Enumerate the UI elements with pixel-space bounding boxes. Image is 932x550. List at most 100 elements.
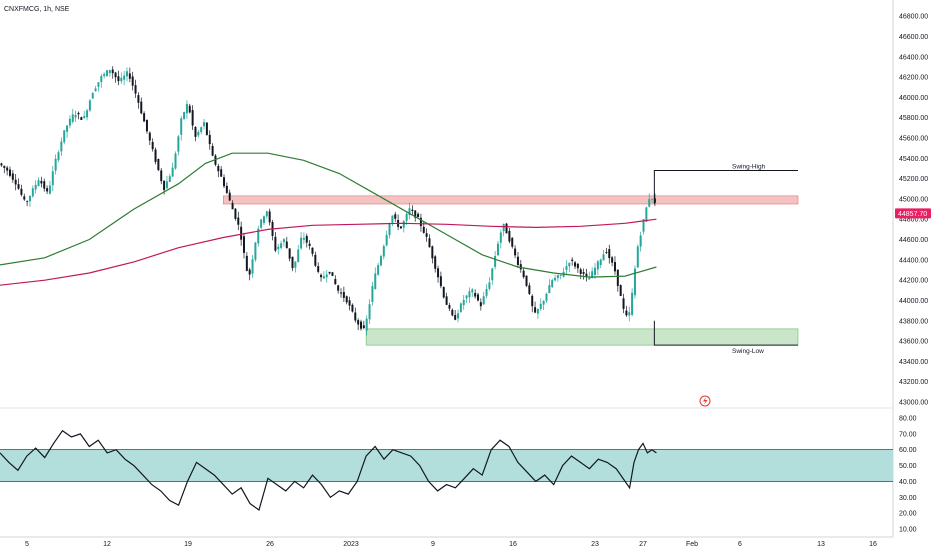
rsi-band: [0, 449, 893, 482]
candle-body: [248, 269, 251, 275]
time-tick-label: 26: [266, 541, 274, 548]
candle-body: [602, 254, 605, 261]
candle-body: [548, 285, 551, 294]
candle-body: [262, 216, 265, 223]
candle-body: [505, 223, 508, 234]
candle-body: [23, 196, 26, 200]
candle-body: [106, 70, 109, 77]
candle-body: [117, 76, 120, 82]
candle-body: [211, 145, 214, 156]
rsi-tick-label: 50.00: [899, 463, 917, 470]
lightning-icon[interactable]: [699, 395, 711, 407]
candle-body: [565, 266, 568, 270]
candle-body: [465, 295, 468, 299]
candle-body: [165, 181, 168, 189]
candle-body: [539, 303, 542, 309]
candle-body: [536, 308, 539, 314]
candle-body: [459, 303, 462, 312]
candle-body: [317, 266, 320, 272]
candle-body: [571, 259, 574, 261]
candle-body: [28, 195, 31, 202]
candle-body: [651, 198, 654, 200]
candle-body: [60, 141, 63, 152]
candle-body: [374, 273, 377, 289]
price-tick-label: 43200.00: [899, 379, 928, 386]
price-tick-label: 46400.00: [899, 54, 928, 61]
candle-body: [399, 226, 402, 229]
candle-body: [3, 165, 6, 168]
candle-body: [314, 254, 317, 266]
candle-body: [14, 179, 17, 185]
candle-body: [83, 115, 86, 118]
candle-body: [308, 243, 311, 246]
slow-moving-average-line: [0, 218, 657, 286]
candle-body: [91, 93, 94, 99]
rsi-tick-label: 60.00: [899, 447, 917, 454]
candle-body: [357, 320, 360, 325]
candle-body: [20, 188, 23, 195]
candle-body: [605, 251, 608, 253]
candle-body: [68, 118, 71, 126]
candle-body: [457, 313, 460, 319]
current-price-value: 44857.70: [898, 211, 927, 218]
candle-body: [277, 246, 280, 250]
candle-body: [17, 184, 20, 189]
candle-body: [491, 268, 494, 281]
candle-body: [234, 208, 237, 219]
candle-body: [551, 280, 554, 288]
candle-body: [26, 201, 29, 203]
rsi-axis[interactable]: 80.00 70.00 60.00 50.00 40.00 30.00 20.00 10.00: [899, 416, 917, 534]
candle-body: [554, 277, 557, 281]
candle-body: [599, 259, 602, 266]
candle-body: [125, 71, 128, 77]
candle-body: [228, 192, 231, 201]
candle-body: [631, 292, 634, 315]
price-axis[interactable]: 46800.00 46600.00 46400.00 46200.00 46000.00…: [899, 14, 928, 407]
candle-body: [514, 248, 517, 256]
candle-body: [185, 103, 188, 114]
candle-body: [80, 117, 83, 120]
candle-body: [97, 82, 100, 87]
price-tick-label: 43800.00: [899, 318, 928, 325]
candle-body: [43, 181, 46, 189]
candle-body: [251, 259, 254, 274]
candle-body: [596, 261, 599, 270]
price-tick-label: 46800.00: [899, 14, 928, 21]
price-panel[interactable]: Swing-High Swing-Low: [0, 66, 799, 407]
candle-body: [0, 163, 3, 166]
price-tick-label: 44600.00: [899, 237, 928, 244]
price-tick-label: 43000.00: [899, 400, 928, 407]
candle-body: [140, 101, 143, 114]
swing-high-label: Swing-High: [732, 163, 766, 170]
candle-body: [468, 291, 471, 298]
price-tick-label: 46000.00: [899, 95, 928, 102]
candle-body: [425, 233, 428, 237]
candle-body: [625, 310, 628, 316]
price-tick-label: 44400.00: [899, 257, 928, 264]
candle-body: [382, 246, 385, 257]
candle-body: [622, 298, 625, 309]
candle-body: [471, 289, 474, 293]
candle-body: [114, 72, 117, 78]
candle-body: [328, 271, 331, 274]
candle-body: [408, 208, 411, 215]
time-tick-label: 12: [103, 541, 111, 548]
rsi-tick-label: 10.00: [899, 527, 917, 534]
candle-body: [160, 170, 163, 182]
candle-body: [245, 255, 248, 271]
time-tick-label: 13: [817, 541, 825, 548]
rsi-line: [0, 429, 657, 511]
candle-body: [294, 261, 297, 268]
rsi-panel[interactable]: [0, 429, 893, 511]
candle-body: [522, 270, 525, 278]
candle-body: [151, 141, 154, 150]
candle-body: [579, 269, 582, 274]
candle-body: [77, 112, 80, 115]
time-axis[interactable]: 5 12 19 26 2023 9 16 23 27 Feb 6 13 16: [25, 541, 877, 548]
candle-body: [379, 256, 382, 266]
candle-body: [439, 276, 442, 287]
candle-body: [633, 268, 636, 296]
candle-body: [188, 105, 191, 113]
candle-body: [145, 119, 148, 132]
